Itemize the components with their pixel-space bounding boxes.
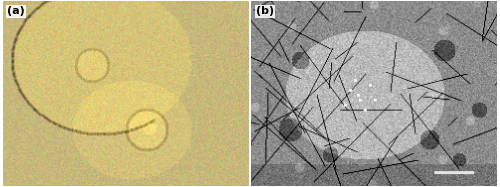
Text: (b): (b) xyxy=(256,7,274,16)
Text: (a): (a) xyxy=(8,7,25,16)
